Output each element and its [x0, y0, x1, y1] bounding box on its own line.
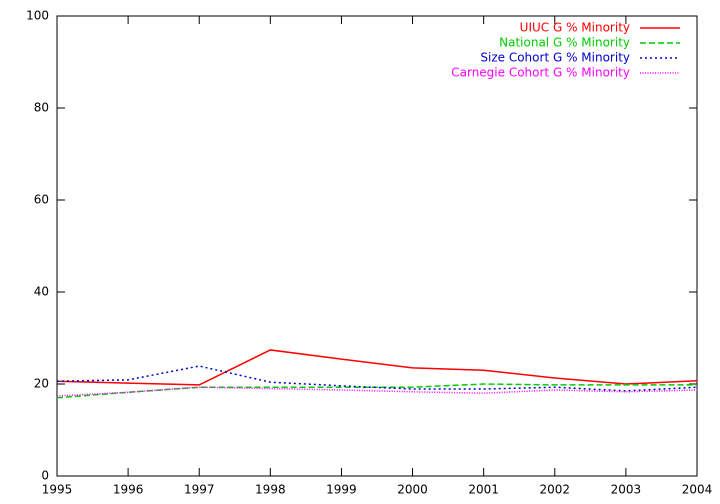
legend-label: Carnegie Cohort G % Minority	[451, 66, 630, 80]
legend-label: Size Cohort G % Minority	[480, 51, 630, 65]
x-tick-label: 2003	[611, 483, 642, 497]
series-line	[56, 386, 698, 397]
x-tick-label: 2001	[468, 483, 499, 497]
plot-frame	[56, 15, 698, 477]
x-tick-label: 1996	[113, 483, 144, 497]
legend-label: National G % Minority	[499, 36, 630, 50]
series-line	[56, 383, 697, 399]
y-tick-label: 0	[41, 469, 49, 483]
x-tick-label: 1995	[42, 483, 73, 497]
x-tick-label: 2004	[682, 483, 713, 497]
x-tick-label: 1999	[326, 483, 357, 497]
y-tick-label: 100	[26, 9, 49, 23]
y-tick-label: 80	[34, 101, 49, 115]
x-tick-label: 2000	[397, 483, 428, 497]
legend-label: UIUC G % Minority	[520, 21, 630, 35]
x-tick-label: 2002	[540, 483, 571, 497]
y-tick-label: 20	[34, 377, 49, 391]
x-tick-label: 1997	[184, 483, 215, 497]
series-line	[56, 365, 698, 392]
y-tick-label: 60	[34, 193, 49, 207]
x-tick-label: 1998	[255, 483, 286, 497]
y-tick-label: 40	[34, 285, 49, 299]
series-line	[56, 349, 698, 386]
